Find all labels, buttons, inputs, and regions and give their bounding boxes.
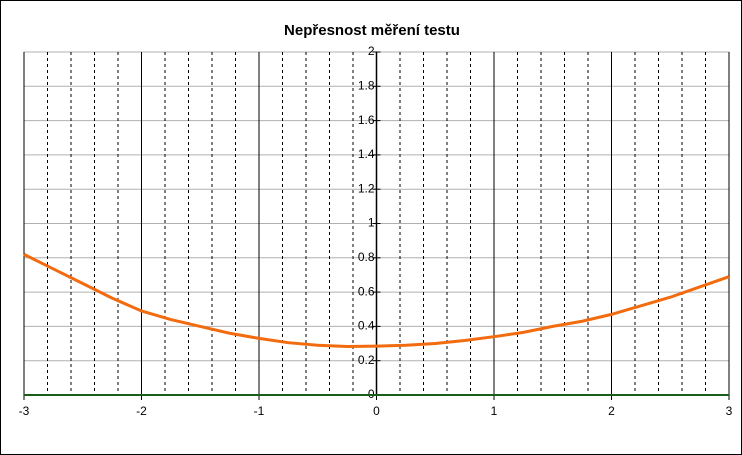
y-tick-label: 1.8 [358,78,375,92]
data-line [23,253,730,348]
x-tick-label: 1 [491,404,498,418]
x-tick-label: -1 [254,404,265,418]
y-tick-label: 1 [368,216,375,230]
x-tick-label: 3 [726,404,733,418]
x-tick-label: -2 [136,404,147,418]
chart-title: Nepřesnost měření testu [284,22,460,39]
x-tick-label: 0 [373,404,380,418]
y-tick-label: 0.4 [358,319,375,333]
x-tick-label: -3 [19,404,30,418]
y-tick-label: 0.6 [358,284,375,298]
y-tick-label: 1.4 [358,147,375,161]
y-tick-label: 2 [368,44,375,58]
x-tick-label: 2 [608,404,615,418]
y-tick-label: 0.8 [358,250,375,264]
y-tick-label: 1.6 [358,113,375,127]
y-tick-label: 0.2 [358,353,375,367]
y-tick-label: 1.2 [358,181,375,195]
